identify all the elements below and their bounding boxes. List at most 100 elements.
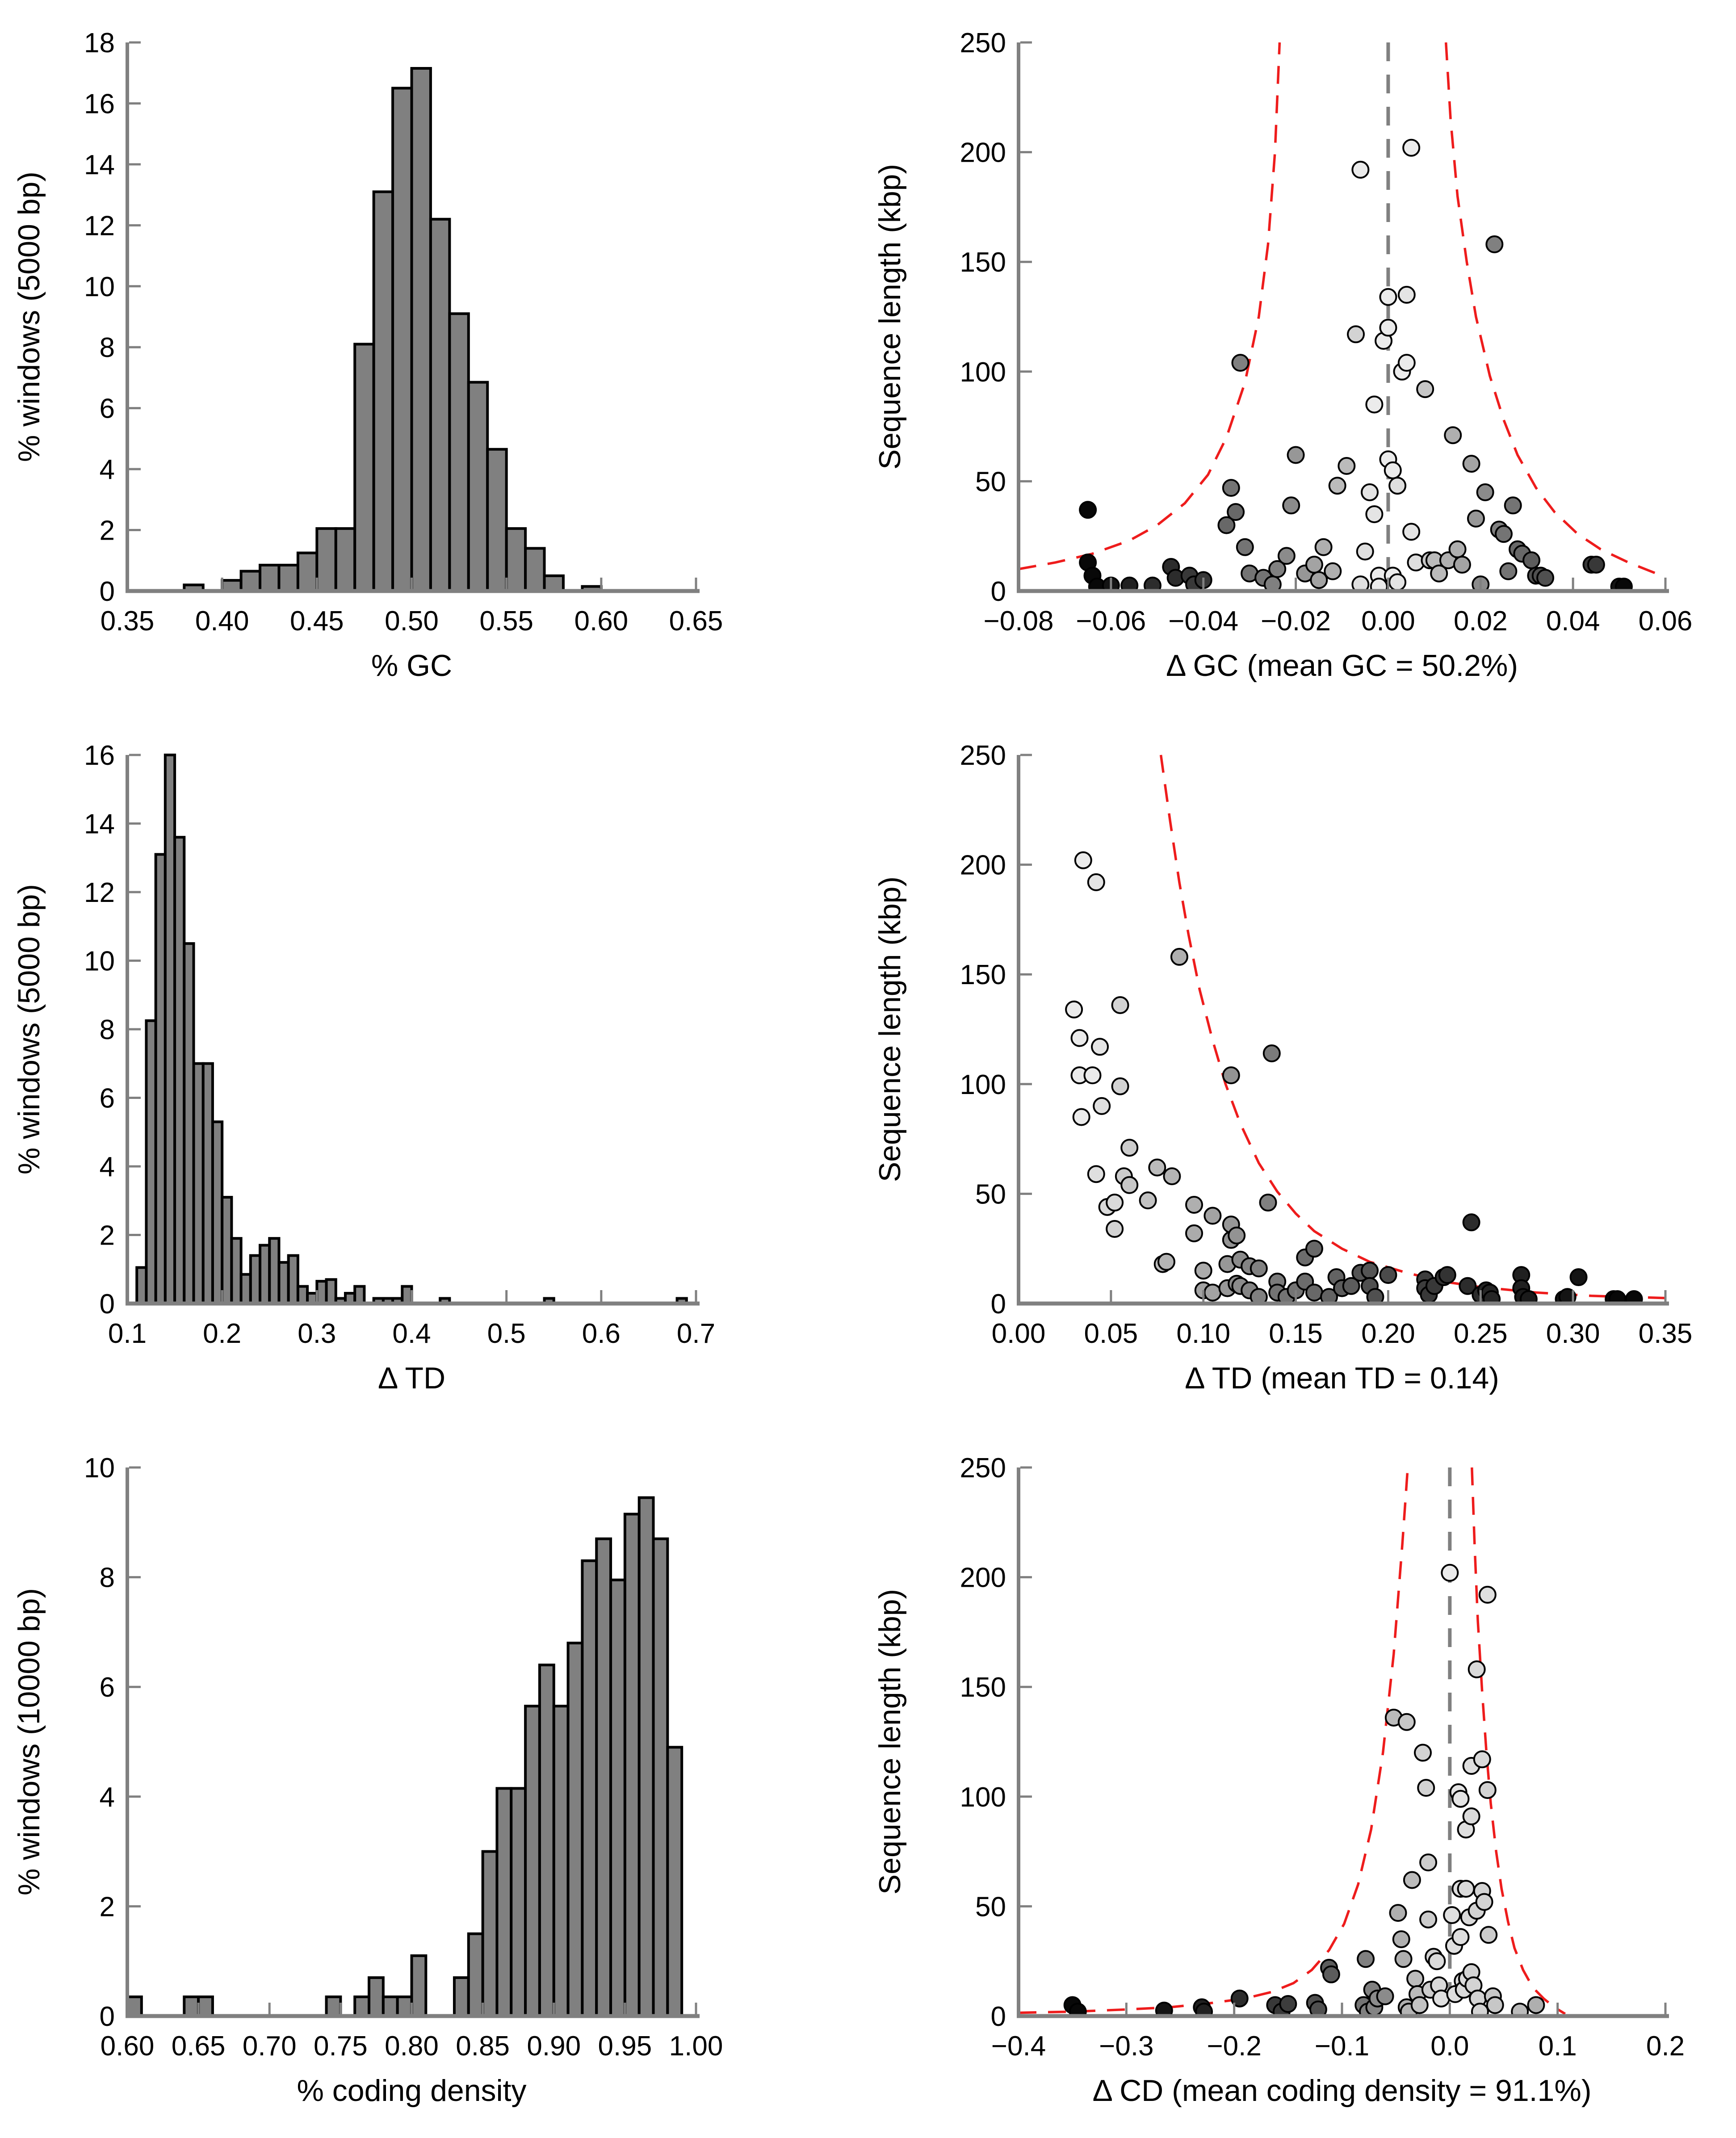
y-axis-tick-label: 12: [84, 210, 115, 241]
y-axis-label: % windows (10000 bp): [12, 1588, 46, 1895]
histogram-bar: [173, 836, 186, 1305]
scatter-point: [1091, 1038, 1109, 1056]
histogram-bar: [510, 1787, 527, 2017]
y-axis-tick-label: 6: [100, 1672, 115, 1703]
scatter-point: [1305, 1240, 1323, 1258]
y-axis-tick-label: 16: [84, 88, 115, 119]
histogram-bar: [249, 1254, 262, 1305]
histogram-bar: [145, 1019, 157, 1305]
panel-background: [868, 713, 1736, 1425]
panel-background: [0, 1425, 868, 2138]
scatter-point: [1093, 1097, 1111, 1115]
scatter-point: [1453, 556, 1471, 574]
panel-background: [0, 713, 868, 1425]
y-axis-tick-label: 250: [960, 28, 1006, 59]
scatter-point: [1499, 562, 1518, 580]
histogram-bar: [495, 1787, 513, 2017]
histogram-bar: [287, 1254, 299, 1305]
scatter-point: [1227, 503, 1245, 521]
scatter-point: [1194, 1262, 1212, 1280]
x-axis-label: % coding density: [297, 2074, 526, 2108]
histogram-bar: [315, 1280, 328, 1305]
histogram-bar: [368, 1976, 385, 2018]
x-axis-tick-label: 0.2: [1646, 2031, 1685, 2062]
scatter-point: [1486, 1996, 1504, 2014]
x-axis-tick-label: 0.05: [1084, 1318, 1138, 1349]
scatter-point: [1314, 538, 1333, 556]
scatter-point: [1347, 325, 1365, 344]
scatter-point: [1410, 1996, 1429, 2014]
axes: 0.1 0.2 0.3 0.4 0.5 0.6 0.7 0 2 4 6 8 10 12 14 16 Δ TD % …: [12, 740, 715, 1395]
scatter-point: [1120, 1176, 1139, 1194]
y-axis-tick-label: 16: [84, 740, 115, 771]
scatter-point: [1468, 1660, 1486, 1678]
x-axis-tick-label: 0.1: [1539, 2031, 1577, 2062]
histogram-bar: [486, 448, 508, 592]
histogram-bar: [201, 1062, 214, 1305]
panel-delta-cd-scatter: −0.4 −0.3 −0.2 −0.1 0.0 0.1 0.2 0 50 100 150 200 250…: [868, 1425, 1736, 2138]
scatter-point: [1106, 1194, 1124, 1212]
x-axis-tick-label: 0.00: [992, 1318, 1046, 1349]
histogram-bar: [429, 218, 451, 592]
x-axis-tick-label: 0.02: [1454, 606, 1508, 637]
histogram-bar: [259, 564, 281, 592]
scatter-point: [1504, 496, 1522, 515]
x-axis-tick-label: −0.08: [984, 606, 1054, 637]
y-axis-tick-label: 0: [100, 576, 115, 607]
scatter-point: [1384, 461, 1402, 479]
scatter-point: [1417, 1779, 1435, 1797]
x-axis-tick-label: 0.50: [385, 606, 439, 637]
y-axis-tick-label: 10: [84, 1453, 115, 1484]
scatter-point: [1087, 873, 1105, 891]
confidence-curve: [1471, 1467, 1566, 2015]
histogram-bar: [666, 1746, 683, 2017]
y-axis-label: % windows (5000 bp): [12, 172, 46, 462]
scatter-point: [1170, 947, 1188, 966]
scatter-point: [1356, 542, 1374, 561]
scatter-point: [1120, 576, 1139, 593]
histogram-bar: [524, 547, 546, 592]
histogram-bar: [448, 312, 470, 592]
x-axis-label: Δ CD (mean coding density = 91.1%): [1093, 2074, 1592, 2108]
y-axis-label: Sequence length (kbp): [873, 876, 907, 1182]
scatter-point: [1403, 1871, 1421, 1889]
histogram-bar: [135, 1266, 148, 1305]
coding-density-histogram-chart: 0.60 0.65 0.70 0.75 0.80 0.85 0.90 0.95 1.00 0 2 4 6…: [0, 1425, 868, 2138]
x-axis-tick-label: 0.7: [677, 1318, 715, 1349]
y-axis-tick-label: 250: [960, 1453, 1006, 1484]
scatter-point: [1569, 1268, 1588, 1287]
x-axis-tick-label: 0.30: [1546, 1318, 1600, 1349]
y-axis-tick-label: 250: [960, 740, 1006, 771]
histogram-bar: [277, 564, 299, 592]
scatter-point: [1230, 1989, 1249, 2008]
y-axis-tick-label: 4: [100, 1782, 115, 1813]
histogram-bar: [154, 853, 167, 1305]
x-axis-tick-label: −0.06: [1076, 606, 1146, 637]
scatter-point: [1259, 1194, 1277, 1212]
scatter-point: [1231, 354, 1250, 372]
scatter-point: [1419, 1853, 1438, 1872]
scatter-point: [1228, 1226, 1246, 1245]
histogram-bar: [623, 1513, 641, 2017]
y-axis-tick-label: 0: [100, 2001, 115, 2032]
histogram-bar: [543, 574, 565, 593]
scatter-point: [1310, 571, 1328, 589]
panel-background: [868, 1425, 1736, 2138]
x-axis-tick-label: 0.3: [298, 1318, 336, 1349]
scatter-point: [1478, 1585, 1497, 1604]
x-axis-tick-label: 0.90: [527, 2031, 581, 2062]
x-axis-tick-label: 0.0: [1430, 2031, 1469, 2062]
scatter-point: [1328, 477, 1346, 495]
histogram-bar: [410, 67, 432, 592]
scatter-point: [1459, 1277, 1477, 1295]
y-axis-tick-label: 4: [100, 454, 115, 485]
scatter-point: [1536, 569, 1555, 587]
scatter-point: [1416, 380, 1434, 398]
scatter-point: [1462, 455, 1480, 473]
histogram-bar: [183, 1995, 200, 2018]
histogram-bar: [453, 1976, 470, 2018]
scatter-point: [1527, 1996, 1545, 2014]
y-axis-tick-label: 6: [100, 1083, 115, 1114]
y-axis-tick-label: 8: [100, 1015, 115, 1045]
histogram-bar: [353, 343, 375, 592]
